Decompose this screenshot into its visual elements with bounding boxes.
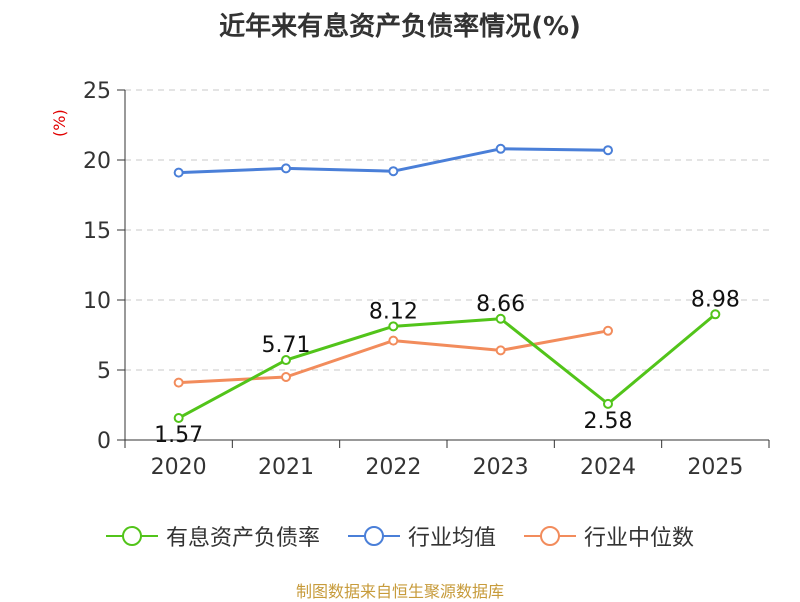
data-label: 8.12 xyxy=(369,299,418,324)
data-point xyxy=(173,167,184,178)
data-point xyxy=(173,413,184,424)
series-line xyxy=(177,313,717,420)
data-point xyxy=(388,335,399,346)
x-tick-label: 2024 xyxy=(580,455,636,480)
y-tick-label: 25 xyxy=(83,79,111,104)
data-point xyxy=(495,143,506,154)
legend-swatch-icon xyxy=(347,526,400,546)
y-tick-label: 20 xyxy=(83,149,111,174)
data-label: 5.71 xyxy=(262,333,311,358)
data-source-note: 制图数据来自恒生聚源数据库 xyxy=(295,582,504,601)
data-point xyxy=(173,377,184,388)
y-tick-label: 15 xyxy=(83,219,111,244)
legend-item-industry-average[interactable]: 行业均值 xyxy=(347,520,496,552)
data-point xyxy=(603,145,613,156)
data-label: 8.66 xyxy=(476,292,525,317)
data-label: 2.58 xyxy=(584,409,633,434)
data-point xyxy=(281,163,291,174)
legend-label: 行业中位数 xyxy=(584,526,695,551)
x-tick-label: 2022 xyxy=(365,455,421,480)
legend-label: 行业均值 xyxy=(407,526,496,551)
legend-label: 有息资产负债率 xyxy=(165,526,320,551)
data-point xyxy=(495,313,506,324)
legend-item-interest-debt-ratio[interactable]: 有息资产负债率 xyxy=(105,520,320,552)
legend-item-industry-median[interactable]: 行业中位数 xyxy=(524,520,694,552)
data-point xyxy=(603,398,613,409)
x-tick-label: 2020 xyxy=(151,455,207,480)
y-tick-label: 10 xyxy=(83,289,111,314)
data-label: 1.57 xyxy=(154,423,203,448)
legend: 有息资产负债率 行业均值 行业中位数 xyxy=(0,520,800,552)
data-point xyxy=(388,166,399,177)
data-point xyxy=(603,325,613,336)
x-tick-label: 2023 xyxy=(473,455,529,480)
data-point xyxy=(495,345,506,356)
data-point xyxy=(388,321,399,332)
legend-swatch-icon xyxy=(524,526,576,546)
chart-title: 近年来有息资产负债率情况(%) xyxy=(219,12,581,42)
data-label: 8.98 xyxy=(691,287,740,312)
data-point xyxy=(281,372,291,382)
y-tick-label: 5 xyxy=(97,359,111,384)
x-tick-label: 2025 xyxy=(687,455,743,480)
data-point xyxy=(710,309,721,320)
y-tick-label: 0 xyxy=(97,429,111,454)
legend-swatch-icon xyxy=(105,526,158,546)
x-tick-label: 2021 xyxy=(258,455,314,480)
data-point xyxy=(281,355,291,366)
